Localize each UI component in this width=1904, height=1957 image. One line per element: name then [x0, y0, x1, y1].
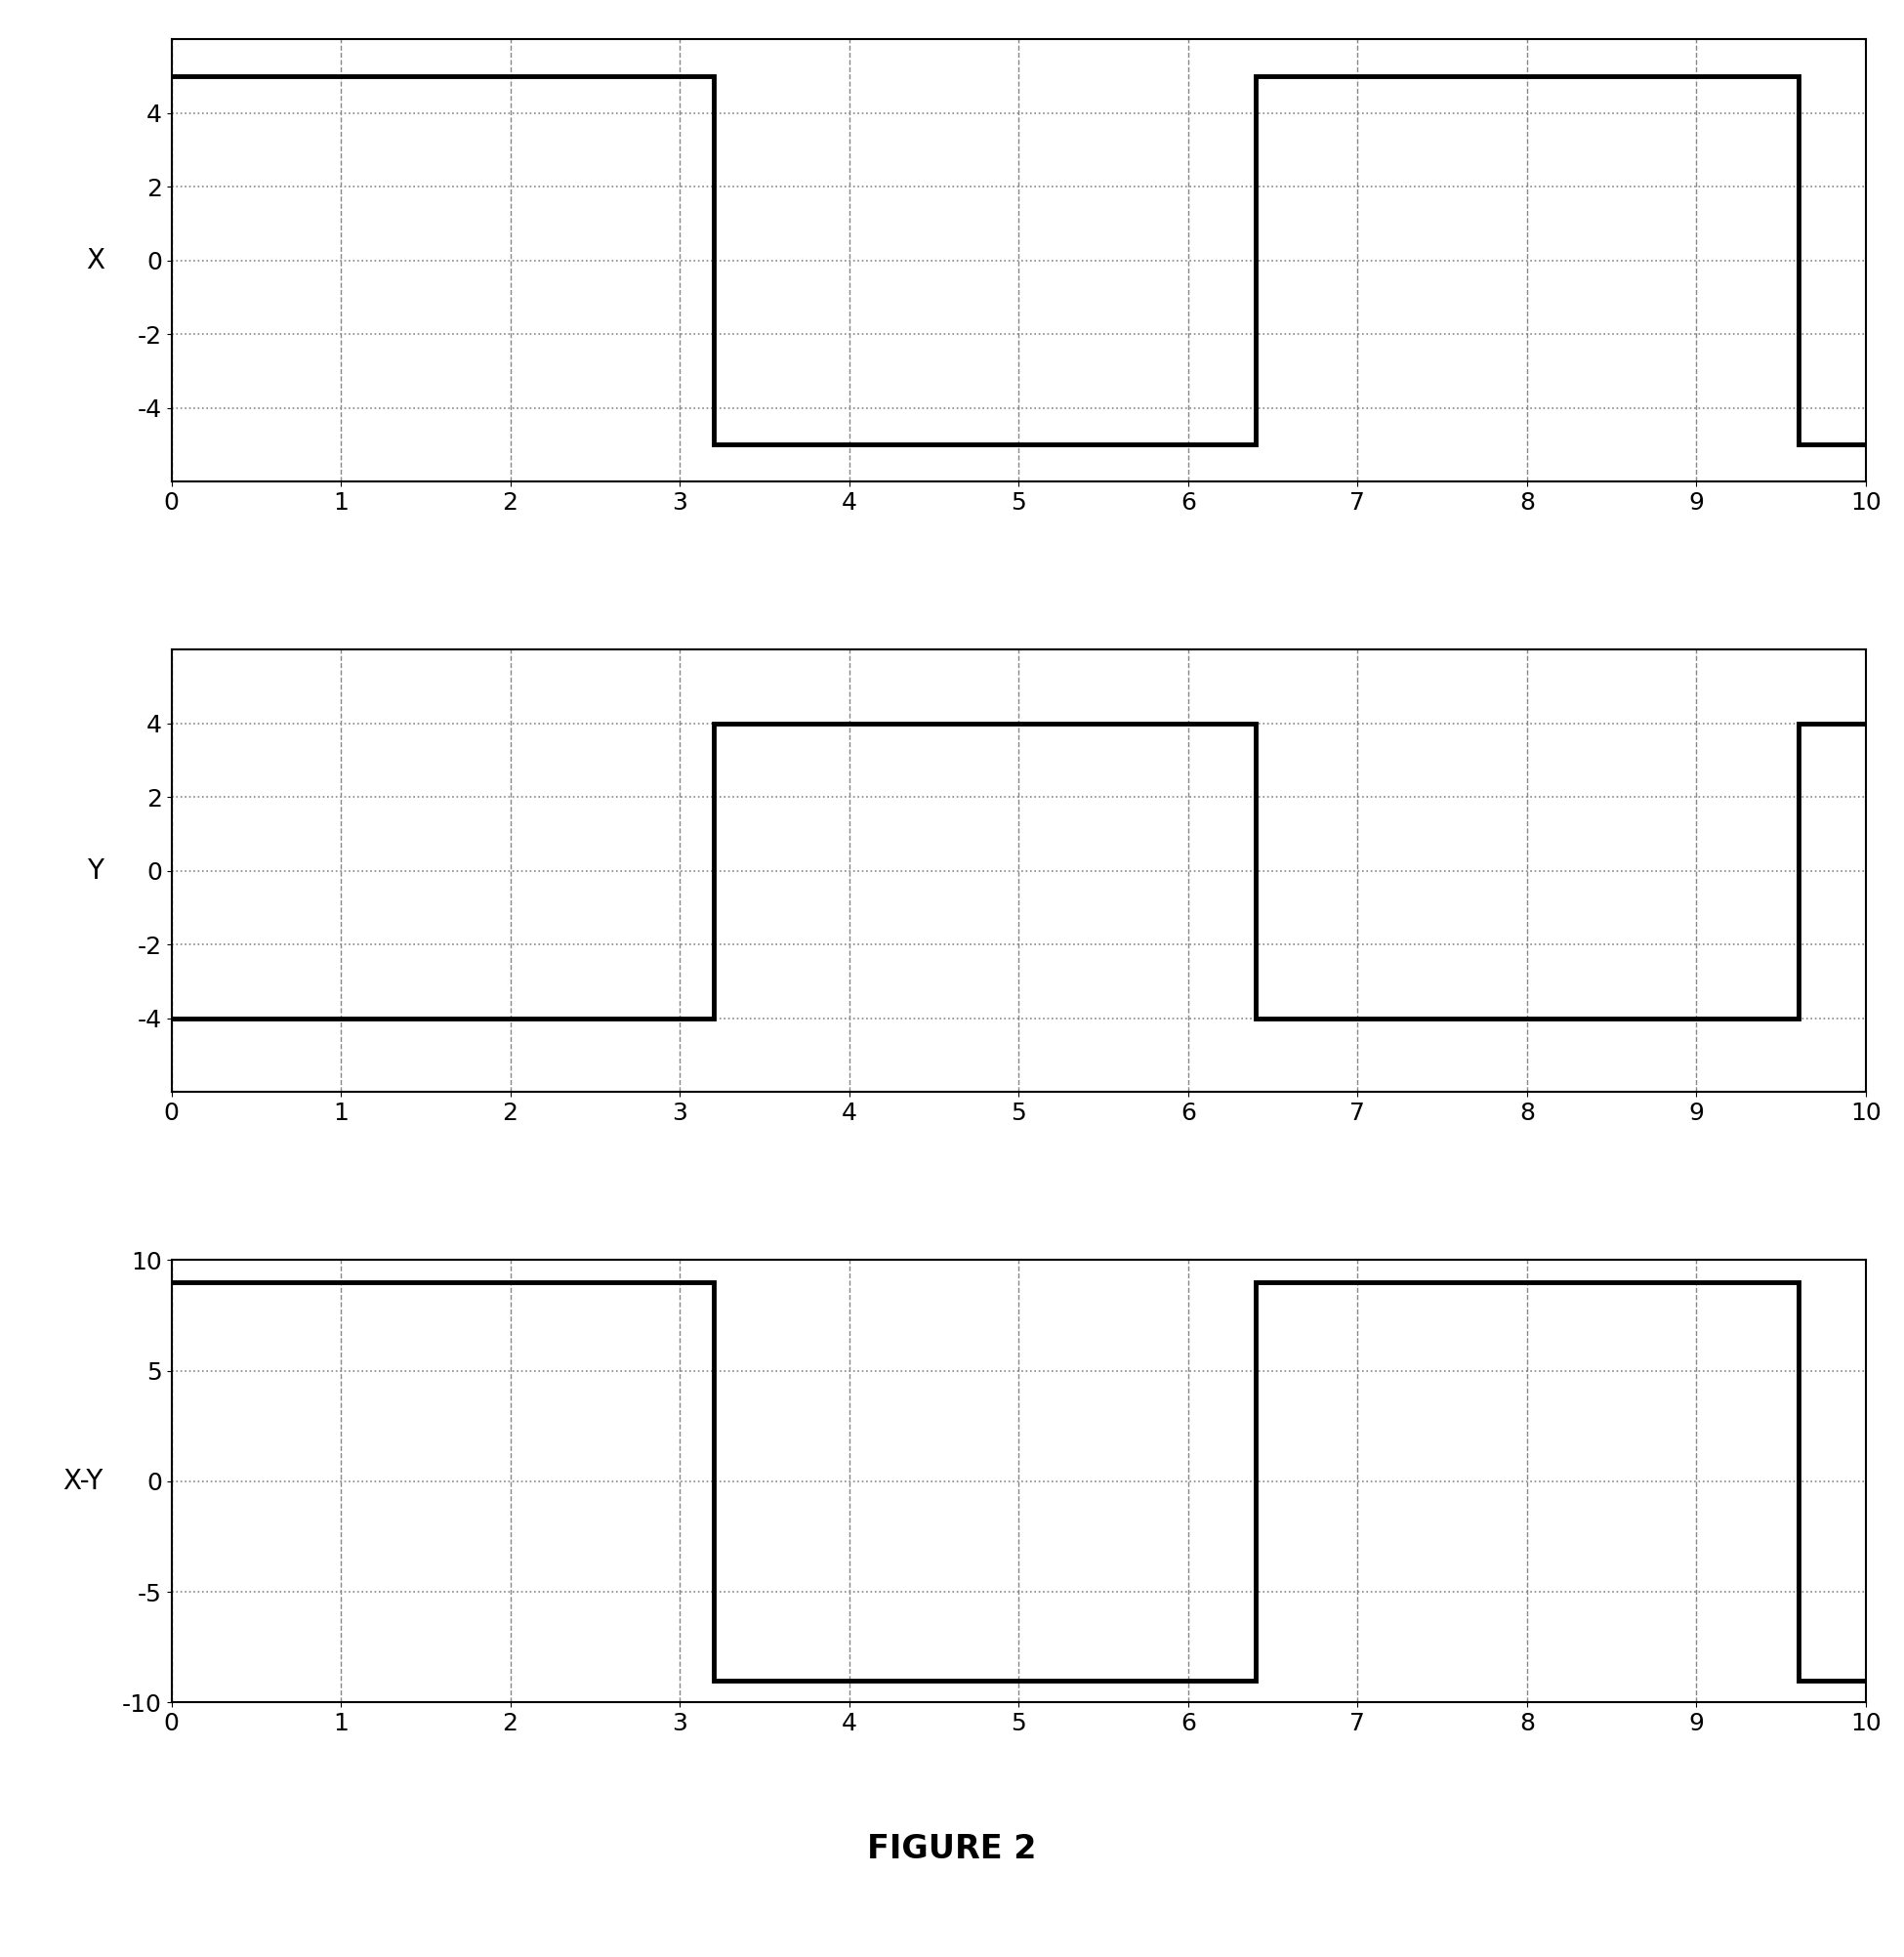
Y-axis label: Y: Y: [88, 857, 103, 885]
Y-axis label: X: X: [86, 247, 105, 274]
Y-axis label: X-Y: X-Y: [63, 1468, 103, 1495]
Text: FIGURE 2: FIGURE 2: [868, 1834, 1036, 1865]
